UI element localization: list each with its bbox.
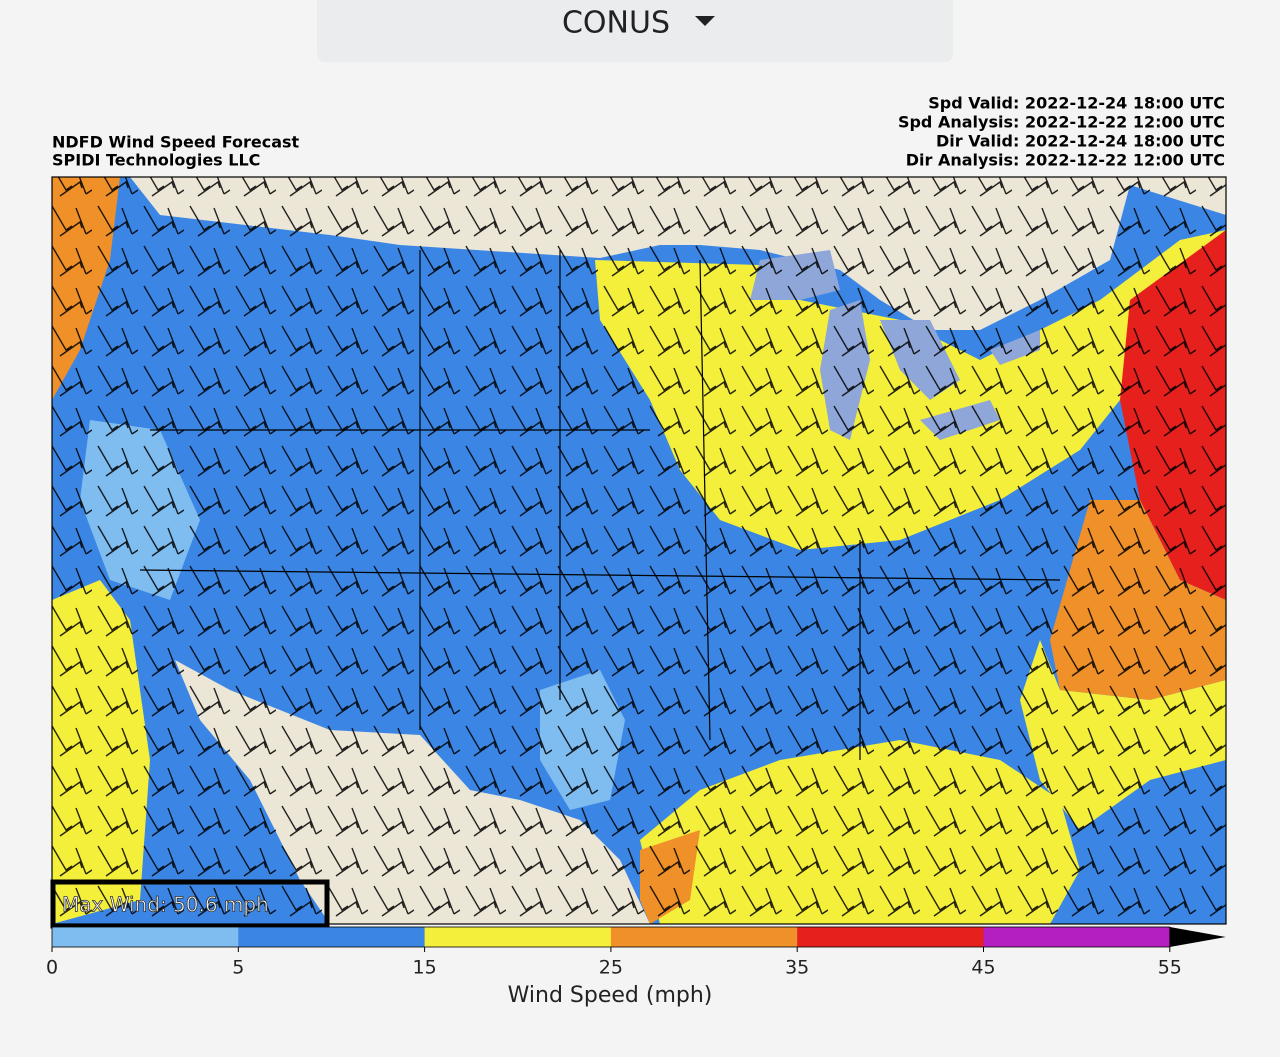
colorbar-segment	[983, 927, 1171, 947]
colorbar-tick-label: 15	[413, 957, 437, 979]
max-wind: Max Wind: 50.6 mph	[62, 893, 269, 917]
colorbar-label: Wind Speed (mph)	[508, 983, 713, 1008]
colorbar-tick-label: 45	[971, 957, 995, 979]
time-line: Dir Valid: 2022-12-24 18:00 UTC	[936, 132, 1225, 151]
colorbar-tick-label: 0	[46, 957, 58, 979]
colorbar: 0 5 15 25 35 45 55	[46, 926, 1226, 979]
colorbar-segment	[238, 927, 426, 947]
map-source: SPIDI Technologies LLC	[52, 151, 260, 170]
dropdown-label[interactable]: CONUS	[562, 6, 670, 41]
map-title: NDFD Wind Speed Forecast	[52, 133, 300, 152]
colorbar-segment	[610, 927, 798, 947]
max-wind-box	[50, 879, 330, 929]
time-line: Dir Analysis: 2022-12-22 12:00 UTC	[906, 151, 1225, 170]
colorbar-extend	[1169, 927, 1226, 947]
map-frame	[51, 176, 1227, 925]
time-line: Spd Valid: 2022-12-24 18:00 UTC	[928, 94, 1225, 113]
colorbar-tick-label: 25	[599, 957, 623, 979]
dropdown[interactable]: CONUS	[317, 0, 953, 62]
wind-barbs	[52, 177, 1226, 924]
colorbar-tick-label: 55	[1158, 957, 1182, 979]
colorbar-segment	[797, 927, 984, 947]
time-line: Spd Analysis: 2022-12-22 12:00 UTC	[898, 113, 1225, 132]
colorbar-segment	[424, 927, 612, 947]
map	[52, 177, 1226, 924]
colorbar-tick-label: 35	[785, 957, 809, 979]
colorbar-segment	[52, 927, 239, 947]
colorbar-tick-label: 5	[232, 957, 244, 979]
dropdown-caret[interactable]	[695, 16, 715, 26]
dropdown-box[interactable]	[317, 0, 953, 62]
